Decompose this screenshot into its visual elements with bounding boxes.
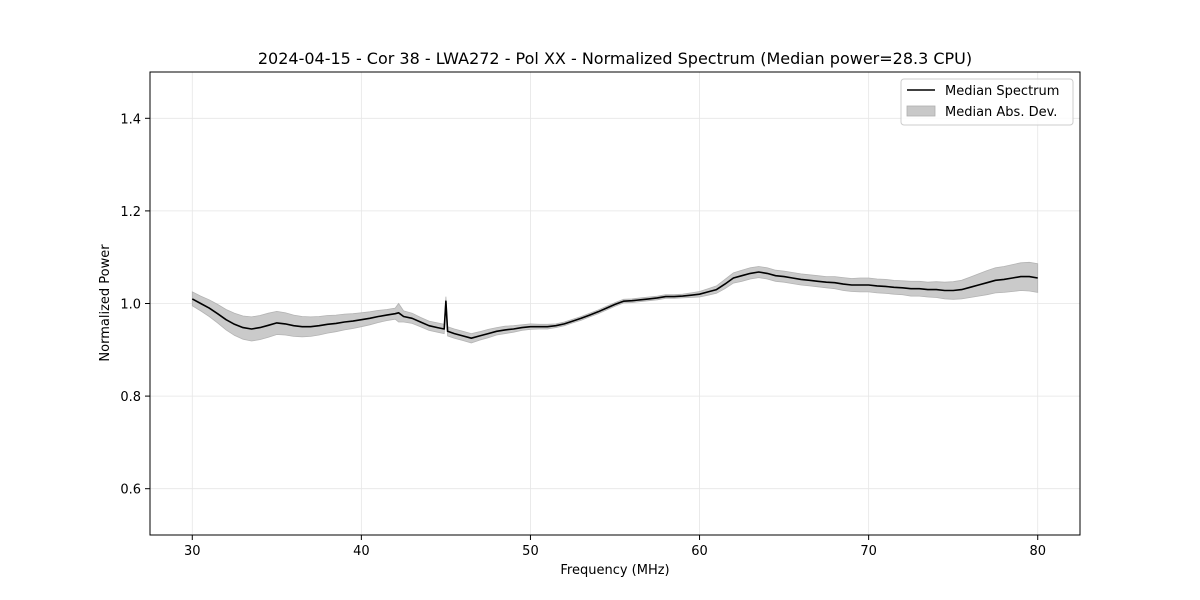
x-tick-label: 40 xyxy=(353,544,370,559)
x-tick-label: 30 xyxy=(184,544,201,559)
x-tick-label: 50 xyxy=(522,544,539,559)
y-tick-label: 1.2 xyxy=(120,205,141,220)
legend-mad-swatch xyxy=(906,105,936,117)
x-tick-label: 60 xyxy=(691,544,708,559)
x-tick-label: 80 xyxy=(1029,544,1046,559)
legend-mad-label: Median Abs. Dev. xyxy=(945,105,1057,120)
y-axis-label: Normalized Power xyxy=(98,244,113,362)
x-axis-label: Frequency (MHz) xyxy=(560,563,669,578)
x-tick-label: 70 xyxy=(860,544,877,559)
legend-median-label: Median Spectrum xyxy=(945,84,1059,99)
y-tick-label: 0.6 xyxy=(120,483,141,498)
y-tick-label: 0.8 xyxy=(120,390,141,405)
y-tick-label: 1.0 xyxy=(120,298,141,313)
median-spectrum-line xyxy=(191,271,1038,340)
y-axis: 0.6 0.8 1.0 1.2 1.4 xyxy=(120,112,150,498)
chart-title: 2024-04-15 - Cor 38 - LWA272 - Pol XX - … xyxy=(258,49,972,68)
legend-box xyxy=(900,78,1074,126)
x-axis: 30 40 50 60 70 80 xyxy=(184,535,1046,559)
y-tick-label: 1.4 xyxy=(120,112,141,127)
legend: Median Spectrum Median Abs. Dev. xyxy=(900,78,1074,126)
